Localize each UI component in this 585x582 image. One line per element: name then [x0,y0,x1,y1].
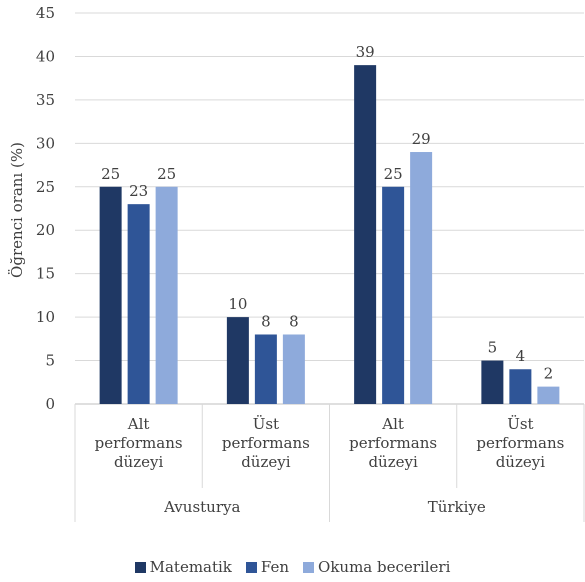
data-label: 25 [157,165,176,183]
bars [99,65,560,404]
data-label: 29 [412,130,431,148]
x-category-label: Alt performans düzeyi [95,415,183,471]
data-label: 39 [356,43,375,61]
y-tick-label: 25 [36,178,55,196]
legend-swatch [303,561,315,573]
legend-item: Matematik [134,558,232,576]
bar [481,360,504,404]
x-category-label: Alt performans düzeyi [349,415,437,471]
y-tick-label: 35 [36,91,55,109]
legend-swatch [245,561,257,573]
bar [410,152,433,404]
x-group-label: Avusturya [163,498,240,516]
bar [509,369,532,404]
legend-item: Okuma becerileri [303,558,450,576]
bar [127,204,150,404]
y-tick-label: 10 [36,308,55,326]
data-label: 25 [101,165,120,183]
x-category-label: Üst performans düzeyi [476,415,564,471]
gridlines [75,12,584,405]
bar [254,334,277,404]
bar [226,317,249,404]
data-label: 8 [261,312,271,330]
bar [382,186,405,404]
y-axis-ticks: 0 5 10 15 20 25 30 35 40 45 [36,4,55,413]
legend-label: Fen [260,558,290,576]
x-category-label: Üst performans düzeyi [222,415,310,471]
y-tick-label: 0 [45,395,55,413]
y-tick-label: 40 [36,47,55,65]
x-group-label: Türkiye [428,498,486,516]
bar [155,186,178,404]
data-label: 5 [488,339,498,357]
data-label: 4 [516,347,526,365]
bar [354,65,377,404]
bar [282,334,305,404]
y-tick-label: 5 [45,352,55,370]
bar [537,386,560,404]
y-axis-label: Öğrenci oranı (%) [8,142,26,278]
data-label: 8 [289,312,299,330]
y-tick-label: 45 [36,4,55,22]
data-labels: 25 23 25 10 8 8 39 25 29 5 42 [101,43,553,382]
legend-label: Okuma becerileri [318,558,451,576]
data-label: 23 [129,182,148,200]
y-tick-label: 15 [36,265,55,283]
data-label: 10 [228,295,247,313]
data-label: 25 [384,165,403,183]
legend-label: Matematik [149,558,232,576]
legend: Matematik Fen Okuma becerileri [0,555,585,579]
bar [99,186,122,404]
legend-swatch [134,561,146,573]
legend-item: Fen [245,558,290,576]
y-tick-label: 20 [36,221,55,239]
y-tick-label: 30 [36,134,55,152]
data-label: 2 [544,365,554,383]
x-axis: Alt performans düzeyi Üst performans düzeyi Al… [74,404,585,522]
